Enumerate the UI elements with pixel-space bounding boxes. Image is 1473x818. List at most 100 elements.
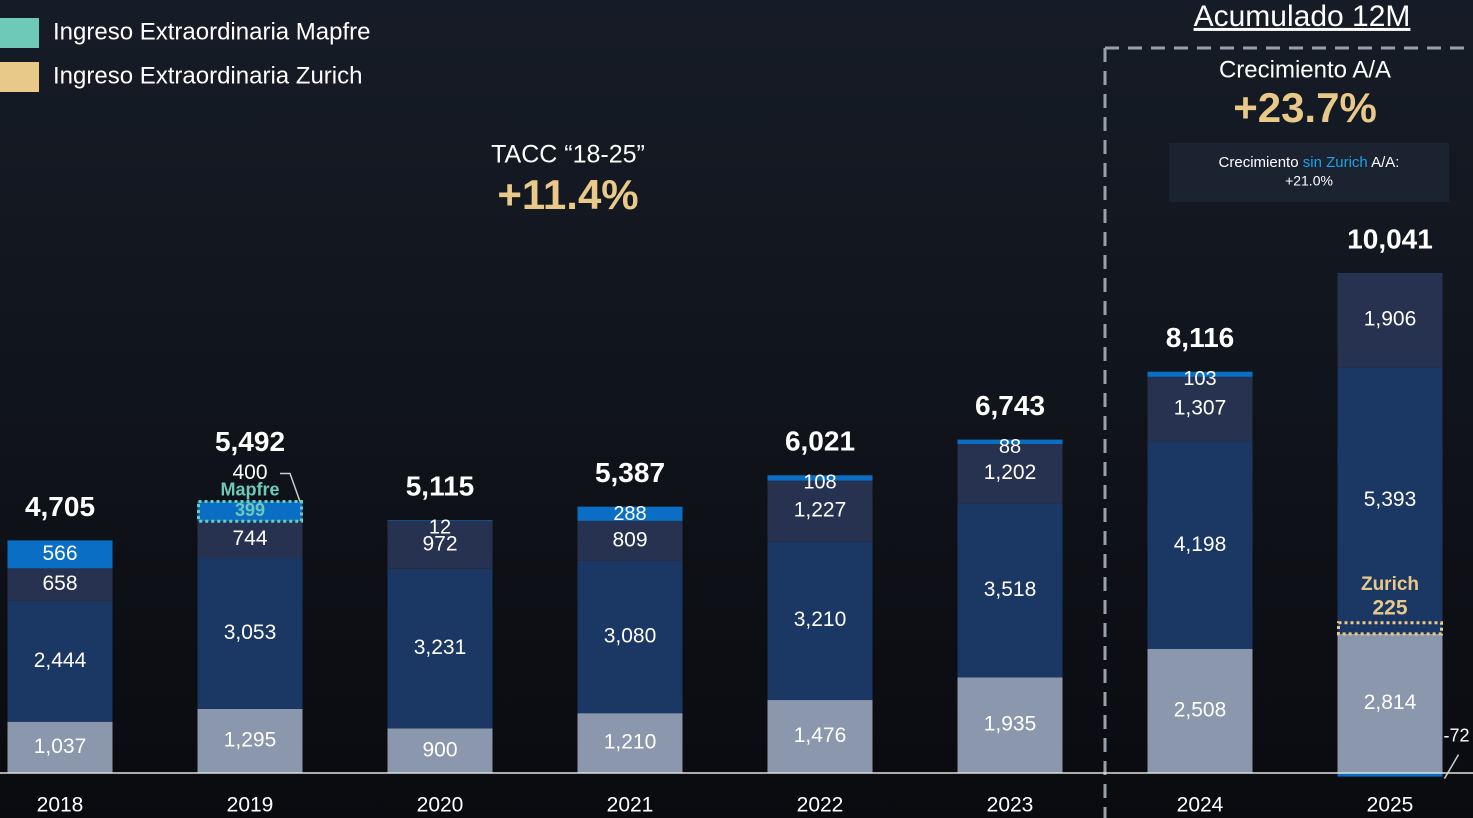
leader-line [1443,754,1460,779]
note-part: Crecimiento [1219,154,1303,171]
segment-label: 5,393 [1364,488,1417,511]
segment-label: 103 [1183,368,1216,390]
bar-segment [387,728,493,773]
x-tick-label: 2018 [37,794,84,817]
segment-label: 4,198 [1174,533,1227,556]
legend-swatch [0,62,39,92]
bar-segment [1337,773,1443,777]
extraordinary-box [1337,621,1443,636]
growth-value: +23.7% [1233,84,1377,131]
note-part: A/A: [1368,154,1400,171]
segment-label: 288 [613,503,646,525]
bar-segment [387,520,493,521]
segment-label: 12 [429,516,451,538]
total-label: 5,387 [595,457,665,488]
extraordinary-value: 225 [1372,596,1407,619]
bar-segment [577,560,683,714]
segment-label: 3,210 [794,608,847,631]
note: Crecimiento sin Zurich A/A: [1219,154,1400,171]
bar-segment [197,501,303,522]
bar-segment [957,443,1063,504]
total-label: 4,705 [25,491,95,522]
segment-label: -72 [1444,725,1470,745]
bar-segment [767,700,873,773]
bar-segment [197,708,303,773]
bar-segment [387,520,493,569]
bar-segment [7,540,113,569]
bar-segment [7,568,113,601]
bar-segment [577,506,683,521]
x-tick-label: 2023 [987,794,1034,817]
extraordinary-label: Mapfre [220,479,279,499]
segment-label: 1,037 [34,735,87,758]
segment-label: 1,295 [224,729,277,752]
segment-label: 972 [422,532,457,555]
segment-label: 2,814 [1364,691,1417,714]
bar-segment [767,480,873,542]
x-tick-label: 2024 [1177,794,1224,817]
total-label: 5,115 [406,470,475,501]
segment-label: 2,444 [34,649,87,672]
bar-segment [197,558,303,709]
segment-label: 400 [232,461,267,484]
bar-segment [387,568,493,729]
total-label: 6,743 [975,390,1045,421]
note-box [1169,143,1449,202]
bar-segment [7,721,113,773]
segment-label: 658 [42,572,77,595]
total-label: 8,116 [1166,322,1235,353]
segment-label: 744 [232,527,267,550]
legend-label: Ingreso Extraordinaria Zurich [53,62,362,89]
bar-segment [1147,649,1253,773]
x-tick-label: 2019 [227,794,274,817]
bar-segment [1337,273,1443,368]
bar-segment [957,439,1063,444]
bar-segment [957,677,1063,773]
segment-label: 88 [999,436,1021,458]
bar-segment [1337,367,1443,634]
bar-segment [1147,371,1253,377]
panel-title: Acumulado 12M [1194,0,1411,33]
extraordinary-label: Zurich [1361,574,1419,595]
legend-swatch [0,18,39,48]
segment-label: 1,227 [794,499,847,522]
x-tick-label: 2020 [417,794,464,817]
note-value: +21.0% [1285,173,1333,189]
bar-segment [1147,441,1253,650]
x-tick-label: 2021 [607,794,654,817]
bar-segment [767,475,873,481]
segment-label: 2,508 [1174,699,1227,722]
segment-label: 900 [422,738,457,761]
extraordinary-value: 399 [235,500,265,520]
segment-label: 3,231 [414,636,467,659]
extraordinary-box [197,500,303,523]
total-label: 5,492 [215,426,285,457]
bar-segment [1337,633,1443,773]
total-label: 6,021 [785,426,855,457]
segment-label: 809 [612,528,647,551]
segment-label: 1,202 [984,461,1037,484]
x-tick-label: 2022 [797,794,844,817]
segment-label: 566 [42,542,77,565]
segment-label: 1,476 [794,724,847,747]
segment-label: 1,307 [1174,397,1227,420]
total-label: 10,041 [1347,223,1433,254]
bar-segment [1147,376,1253,442]
bar-segment [197,521,303,559]
legend-label: Ingreso Extraordinaria Mapfre [53,18,370,45]
segment-label: 1,906 [1364,308,1417,331]
bar-segment [577,520,683,561]
bar-segment [577,713,683,773]
segment-label: 1,935 [984,713,1037,736]
bar-segment [767,541,873,701]
bar-segment [957,503,1063,678]
segment-label: 3,518 [984,578,1037,601]
segment-label: 1,210 [604,731,657,754]
tacc-label: TACC “18-25” [491,141,645,169]
note-part: sin Zurich [1303,154,1368,171]
bar-segment [7,600,113,722]
tacc-value: +11.4% [497,171,638,218]
segment-label: 108 [803,472,836,494]
